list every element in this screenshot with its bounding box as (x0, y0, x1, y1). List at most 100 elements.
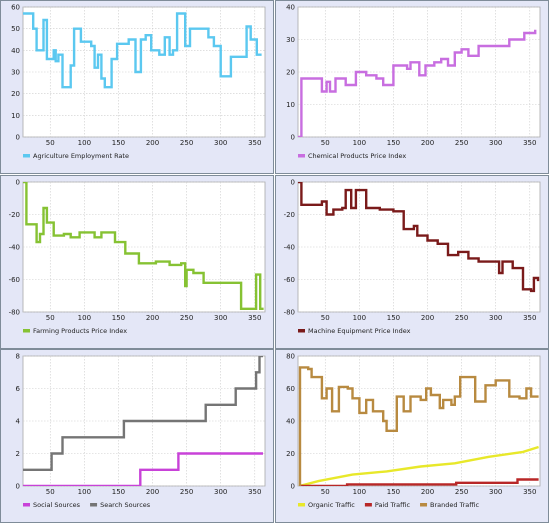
chart-svg: 50 100 150 200 250 300 350 0 10 20 30 40 Chemical Pr… (286, 4, 541, 160)
x-tick-label: 350 (248, 314, 261, 322)
chart-svg: 50 100 150 200 250 300 350 0 10 20 30 40 50 60 Agricul… (11, 4, 266, 160)
x-tick-label: 250 (455, 314, 468, 322)
legend-swatch (23, 503, 30, 507)
y-tick-label: 10 (11, 112, 20, 120)
x-tick-label: 100 (78, 314, 91, 322)
chart-svg: 50 100 150 200 250 300 350 -80 -60 -40 -20 0 Farming… (9, 179, 266, 335)
x-tick-label: 300 (489, 314, 502, 322)
x-tick-label: 100 (353, 139, 366, 147)
x-tick-label: 100 (353, 314, 366, 322)
series-line (299, 478, 539, 486)
legend-swatch (298, 154, 305, 158)
legend-label: Farming Products Price Index (33, 327, 127, 335)
x-tick-label: 350 (523, 488, 536, 496)
legend-label: Organic Traffic (308, 501, 355, 509)
legend-swatch (23, 329, 30, 333)
x-tick-label: 350 (248, 139, 261, 147)
x-tick-label: 250 (180, 139, 193, 147)
y-tick-label: 4 (16, 418, 21, 426)
chart-svg: 50 100 150 200 250 300 350 0 20 40 60 80 Organic Tra… (286, 353, 541, 509)
x-tick-label: 300 (214, 139, 227, 147)
y-tick-label: 2 (16, 450, 20, 458)
y-tick-label: 80 (286, 353, 295, 361)
chart-panel: 50 100 150 200 250 300 350 0 10 20 30 40 Chemical Pr… (275, 0, 549, 174)
chart-panel: 50 100 150 200 250 300 350 0 2 4 6 8 Social Sources S… (0, 349, 274, 523)
x-tick-label: 250 (455, 139, 468, 147)
y-tick-label: 0 (291, 483, 295, 491)
y-tick-label: -20 (284, 211, 295, 219)
x-tick-label: 300 (214, 488, 227, 496)
x-tick-label: 250 (180, 488, 193, 496)
y-tick-label: 6 (16, 385, 21, 393)
x-tick-label: 150 (112, 139, 125, 147)
x-tick-label: 350 (523, 139, 536, 147)
y-tick-label: 60 (11, 4, 20, 12)
x-tick-label: 100 (78, 488, 91, 496)
legend-label: Social Sources (33, 501, 81, 509)
x-tick-label: 200 (421, 139, 434, 147)
x-tick-label: 300 (489, 488, 502, 496)
x-tick-label: 150 (112, 488, 125, 496)
series-line (299, 445, 539, 486)
x-tick-label: 300 (489, 139, 502, 147)
chart-panel: 50 100 150 200 250 300 350 0 10 20 30 40 50 60 Agricul… (0, 0, 274, 174)
y-tick-label: 50 (11, 25, 20, 33)
chart-panel: 50 100 150 200 250 300 350 0 20 40 60 80 Organic Tra… (275, 349, 549, 523)
x-tick-label: 150 (112, 314, 125, 322)
legend-swatch (90, 503, 98, 507)
x-tick-label: 150 (387, 488, 400, 496)
chart-panel: 50 100 150 200 250 300 350 -80 -60 -40 -20 0 Farming… (0, 175, 274, 349)
chart-svg: 50 100 150 200 250 300 350 -80 -60 -40 -20 0 Machine… (284, 179, 541, 335)
y-tick-label: 0 (291, 134, 295, 142)
y-tick-label: -20 (9, 211, 20, 219)
series-line (23, 356, 263, 471)
x-tick-label: 150 (387, 314, 400, 322)
y-tick-label: -40 (9, 244, 20, 252)
y-tick-label: 40 (11, 47, 20, 55)
x-tick-label: 50 (46, 314, 55, 322)
y-tick-label: -60 (284, 276, 295, 284)
chart-svg: 50 100 150 200 250 300 350 0 2 4 6 8 Social Sources S… (16, 353, 266, 509)
x-tick-label: 350 (523, 314, 536, 322)
x-tick-label: 200 (421, 314, 434, 322)
x-tick-label: 150 (387, 139, 400, 147)
y-tick-label: 0 (16, 134, 20, 142)
legend-swatch (298, 329, 305, 333)
y-tick-label: 30 (11, 69, 20, 77)
legend-swatch (23, 154, 30, 158)
series-line (23, 12, 262, 89)
y-tick-label: -80 (284, 309, 295, 317)
legend-swatch (298, 503, 305, 507)
y-tick-label: 0 (291, 179, 295, 187)
y-tick-label: 60 (286, 385, 295, 393)
series-line (298, 366, 539, 486)
x-tick-label: 50 (46, 488, 55, 496)
x-tick-label: 200 (146, 139, 159, 147)
y-tick-label: 20 (286, 450, 295, 458)
x-tick-label: 50 (321, 314, 330, 322)
y-tick-label: 20 (11, 90, 20, 98)
x-tick-label: 200 (146, 314, 159, 322)
y-tick-label: -40 (284, 244, 295, 252)
y-tick-label: 10 (286, 101, 295, 109)
chart-panel: 50 100 150 200 250 300 350 -80 -60 -40 -20 0 Machine… (275, 175, 549, 349)
legend-label: Machine Equipment Price Index (308, 327, 411, 335)
legend-label: Chemical Products Price Index (308, 152, 406, 160)
x-tick-label: 250 (180, 314, 193, 322)
y-tick-label: -80 (9, 309, 20, 317)
x-tick-label: 350 (248, 488, 261, 496)
legend-swatch (364, 503, 372, 507)
series-line (298, 29, 537, 137)
x-tick-label: 50 (321, 139, 330, 147)
x-tick-label: 100 (353, 488, 366, 496)
x-tick-label: 100 (78, 139, 91, 147)
series-line (298, 182, 540, 293)
x-tick-label: 200 (421, 488, 434, 496)
legend-label: Paid Traffic (375, 501, 411, 509)
y-tick-label: 40 (286, 418, 295, 426)
y-tick-label: 0 (16, 483, 20, 491)
y-tick-label: 30 (286, 36, 295, 44)
legend-label: Branded Traffic (430, 501, 480, 509)
x-tick-label: 250 (455, 488, 468, 496)
